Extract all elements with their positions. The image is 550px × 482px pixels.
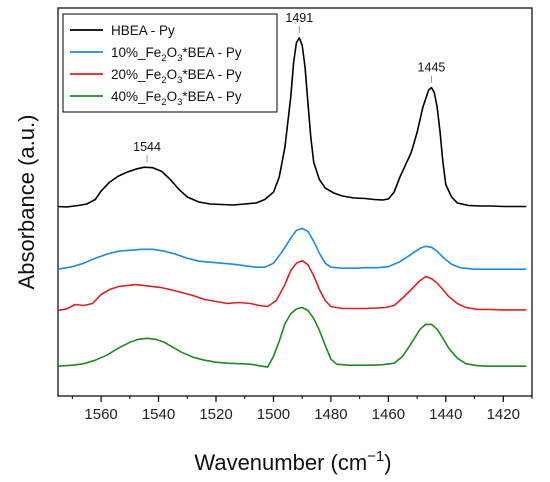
peak-label-1491: 1491: [285, 11, 313, 25]
legend-label-0: HBEA - Py: [111, 23, 175, 38]
x-axis-title: Wavenumber (cm−1): [194, 448, 391, 475]
series-line-0: [57, 37, 527, 208]
y-axis-title: Absorbance (a.u.): [14, 115, 39, 290]
x-tick-label-1560: 1560: [84, 406, 117, 423]
x-tick-label-1440: 1440: [429, 406, 462, 423]
x-axis-title-end: ): [384, 450, 391, 475]
x-tick-label-1480: 1480: [314, 406, 347, 423]
x-tick-label-1500: 1500: [257, 406, 290, 423]
x-axis-title-sup: −1: [367, 448, 384, 465]
peak-label-1445: 1445: [418, 61, 446, 75]
x-tick-label-1520: 1520: [199, 406, 232, 423]
plot-frame: [57, 7, 533, 397]
x-tick-label-1420: 1420: [487, 406, 520, 423]
series-line-2: [57, 259, 527, 312]
series-layer: [57, 37, 527, 368]
x-tick-label-1460: 1460: [372, 406, 405, 423]
legend-label-3: 40%_Fe2O3*BEA - Py: [111, 89, 242, 108]
legend: HBEA - Py 10%_Fe2O3*BEA - Py 20%_Fe2O3*BEA…: [62, 13, 278, 113]
x-axis-ticks: 1560 1540 1520 1500 1480 1460 1440 1420: [71, 396, 533, 423]
legend-label-2: 20%_Fe2O3*BEA - Py: [111, 67, 242, 86]
x-axis-title-main: Wavenumber (cm: [194, 450, 367, 475]
peak-annotations: 1544 1491 1445: [133, 11, 446, 163]
series-line-1: [57, 227, 527, 270]
series-line-3: [57, 306, 527, 368]
legend-label-1: 10%_Fe2O3*BEA - Py: [111, 45, 242, 64]
peak-label-1544: 1544: [133, 140, 161, 154]
x-tick-label-1540: 1540: [142, 406, 175, 423]
